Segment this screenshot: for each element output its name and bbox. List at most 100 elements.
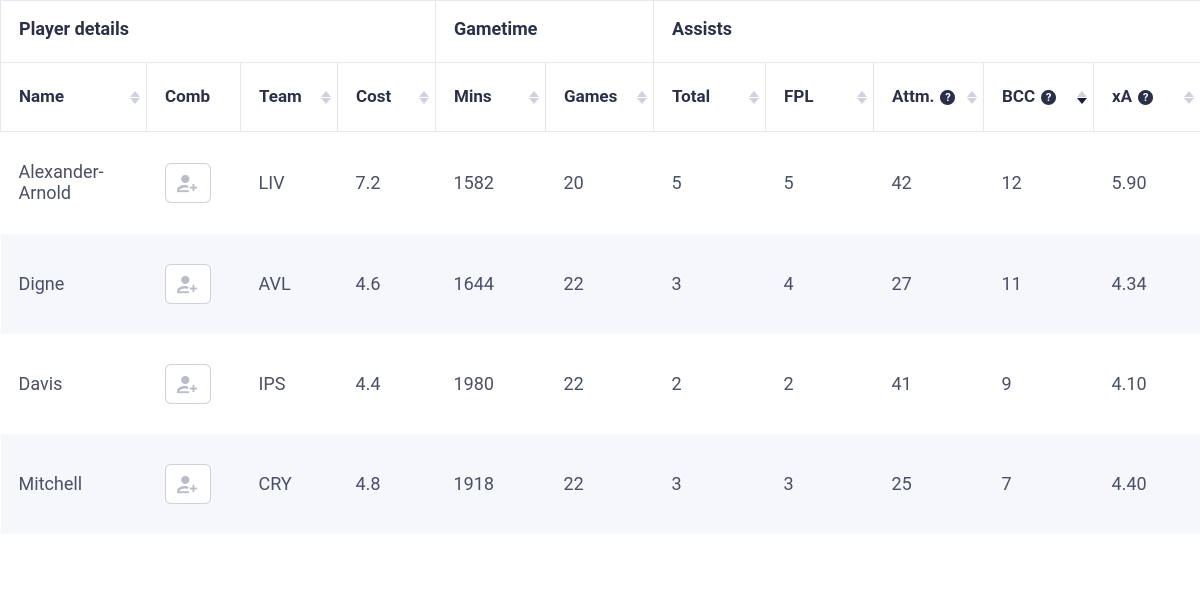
cell-name: Mitchell: [1, 434, 147, 534]
cell-name: Davis: [1, 334, 147, 434]
group-assists: Assists: [654, 1, 1200, 63]
cell-fpl: 5: [766, 132, 874, 235]
cell-team: CRY: [241, 434, 338, 534]
cell-attm: 25: [874, 434, 984, 534]
cell-games: 22: [546, 234, 654, 334]
cell-name: Digne: [1, 234, 147, 334]
cell-value: 3: [784, 474, 794, 495]
cell-value: 25: [892, 474, 912, 495]
column-label: Games: [564, 87, 617, 107]
column-header-xa[interactable]: xA?: [1094, 63, 1200, 132]
cell-mins: 1918: [436, 434, 546, 534]
help-icon[interactable]: ?: [940, 90, 955, 105]
cell-cost: 4.4: [338, 334, 436, 434]
cell-value: 4.34: [1112, 274, 1147, 295]
add-player-button[interactable]: [165, 464, 211, 504]
cell-bcc: 7: [984, 434, 1094, 534]
cell-fpl: 3: [766, 434, 874, 534]
column-header-team[interactable]: Team: [241, 63, 338, 132]
cell-total: 5: [654, 132, 766, 235]
sort-icon[interactable]: [419, 91, 429, 104]
cell-value: 22: [564, 274, 584, 295]
cell-value: 22: [564, 474, 584, 495]
cell-value: 22: [564, 374, 584, 395]
cell-total: 3: [654, 234, 766, 334]
cell-value: 1582: [454, 173, 494, 194]
column-label: Mins: [454, 87, 492, 107]
cell-name: Alexander-Arnold: [1, 132, 147, 235]
cell-xa: 4.34: [1094, 234, 1200, 334]
cell-value: 5: [672, 173, 682, 194]
sort-icon[interactable]: [749, 91, 759, 104]
cell-xa: 4.40: [1094, 434, 1200, 534]
cell-mins: 1644: [436, 234, 546, 334]
add-player-button[interactable]: [165, 364, 211, 404]
cell-comb: [147, 132, 241, 235]
cell-value: 1918: [454, 474, 494, 495]
cell-value: CRY: [259, 474, 292, 495]
column-header-cost[interactable]: Cost: [338, 63, 436, 132]
cell-value: 2: [784, 374, 794, 395]
cell-attm: 27: [874, 234, 984, 334]
table-body: Alexander-ArnoldLIV7.21582205542125.90Di…: [1, 132, 1200, 535]
sort-icon[interactable]: [1077, 91, 1087, 104]
cell-comb: [147, 334, 241, 434]
person-plus-icon: [177, 474, 199, 494]
sort-icon[interactable]: [637, 91, 647, 104]
cell-value: 7: [1002, 474, 1012, 495]
column-header-total[interactable]: Total: [654, 63, 766, 132]
cell-value: 3: [672, 474, 682, 495]
column-header-mins[interactable]: Mins: [436, 63, 546, 132]
cell-value: Digne: [19, 274, 65, 295]
person-plus-icon: [177, 274, 199, 294]
help-icon[interactable]: ?: [1041, 90, 1056, 105]
cell-total: 2: [654, 334, 766, 434]
column-header-row: NameCombTeamCostMinsGamesTotalFPLAttm.?B…: [1, 63, 1200, 132]
cell-value: 4.6: [356, 274, 381, 295]
group-player-details: Player details: [1, 1, 436, 63]
column-label: Attm.: [892, 87, 934, 107]
cell-value: 5: [784, 173, 794, 194]
sort-icon[interactable]: [857, 91, 867, 104]
cell-value: Mitchell: [19, 474, 83, 495]
cell-value: 2: [672, 374, 682, 395]
column-header-comb[interactable]: Comb: [147, 63, 241, 132]
cell-games: 22: [546, 434, 654, 534]
cell-value: Alexander-Arnold: [19, 162, 104, 204]
help-icon[interactable]: ?: [1138, 90, 1153, 105]
column-header-bcc[interactable]: BCC?: [984, 63, 1094, 132]
column-label: xA: [1112, 87, 1132, 107]
cell-cost: 4.6: [338, 234, 436, 334]
cell-value: 4.40: [1112, 474, 1147, 495]
cell-bcc: 11: [984, 234, 1094, 334]
cell-value: 12: [1002, 173, 1022, 194]
sort-icon[interactable]: [529, 91, 539, 104]
column-header-games[interactable]: Games: [546, 63, 654, 132]
cell-bcc: 9: [984, 334, 1094, 434]
add-player-button[interactable]: [165, 264, 211, 304]
cell-value: 27: [892, 274, 912, 295]
cell-value: 7.2: [356, 173, 381, 194]
sort-icon[interactable]: [130, 91, 140, 104]
group-gametime: Gametime: [436, 1, 654, 63]
cell-comb: [147, 434, 241, 534]
add-player-button[interactable]: [165, 163, 211, 203]
sort-icon[interactable]: [1184, 91, 1194, 104]
column-header-attm[interactable]: Attm.?: [874, 63, 984, 132]
cell-value: 3: [672, 274, 682, 295]
sort-icon[interactable]: [321, 91, 331, 104]
cell-value: AVL: [259, 274, 291, 295]
cell-comb: [147, 234, 241, 334]
cell-total: 3: [654, 434, 766, 534]
column-header-name[interactable]: Name: [1, 63, 147, 132]
cell-value: 42: [892, 173, 912, 194]
cell-value: LIV: [259, 173, 285, 194]
cell-value: 9: [1002, 374, 1012, 395]
cell-attm: 42: [874, 132, 984, 235]
sort-icon[interactable]: [967, 91, 977, 104]
cell-value: 4.4: [356, 374, 381, 395]
player-stats-table: Player details Gametime Assists NameComb…: [0, 0, 1200, 534]
cell-value: 1980: [454, 374, 494, 395]
cell-value: IPS: [259, 374, 286, 395]
column-header-fpl[interactable]: FPL: [766, 63, 874, 132]
